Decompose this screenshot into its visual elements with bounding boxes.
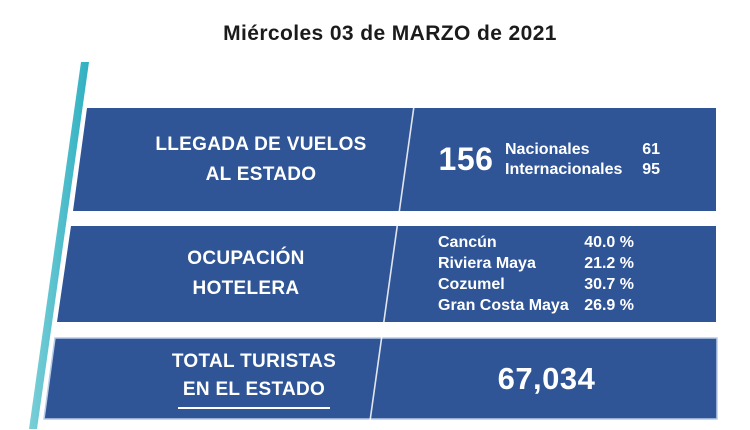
occupancy-label-line1: OCUPACIÓN <box>187 248 305 269</box>
occupancy-card-shape <box>57 226 716 322</box>
tourists-label-line1: TOTAL TURISTAS <box>171 351 337 372</box>
row-label: Nacionales <box>505 140 590 158</box>
occupancy-row-cozumel: Cozumel 30.7 % <box>438 274 634 295</box>
row-label: Gran Costa Maya <box>438 297 569 314</box>
report-date-title: Miércoles 03 de MARZO de 2021 <box>223 22 557 45</box>
flights-label-line2: AL ESTADO <box>205 163 317 185</box>
occupancy-label-line2: HOTELERA <box>192 278 300 299</box>
row-value: 26.9 % <box>584 297 634 314</box>
row-label: Internacionales <box>505 160 623 178</box>
flights-label-line1: LLEGADA DE VUELOS <box>155 133 367 155</box>
tourists-total-value: 67,034 <box>497 360 596 396</box>
occupancy-card-label: OCUPACIÓN HOTELERA <box>101 226 391 322</box>
flights-card-shape <box>73 108 716 211</box>
flights-breakdown-list: Nacionales 61 Internacionales 95 <box>505 108 660 211</box>
row-value: 40.0 % <box>584 234 634 251</box>
occupancy-row-cancun: Cancún 40.0 % <box>438 232 634 253</box>
row-label: Cancún <box>438 234 497 251</box>
tourists-card-shape <box>43 337 718 420</box>
tourists-label-line2-underlined: EN EL ESTADO <box>177 376 331 409</box>
occupancy-rates-list: Cancún 40.0 % Riviera Maya 21.2 % Cozume… <box>438 226 634 322</box>
flights-total-value: 156 <box>438 141 494 177</box>
row-value: 61 <box>642 140 660 158</box>
flights-row-internacionales: Internacionales 95 <box>505 160 660 180</box>
row-label: Riviera Maya <box>438 255 536 272</box>
flights-card-label: LLEGADA DE VUELOS AL ESTADO <box>116 108 406 211</box>
occupancy-row-gran-costa-maya: Gran Costa Maya 26.9 % <box>438 295 634 316</box>
row-label: Cozumel <box>438 276 505 293</box>
teal-accent-stripe <box>29 62 89 429</box>
row-value: 95 <box>642 160 660 178</box>
row-value: 30.7 % <box>584 276 634 293</box>
tourists-card-label: TOTAL TURISTAS EN EL ESTADO <box>104 338 404 419</box>
flights-row-nacionales: Nacionales 61 <box>505 140 660 160</box>
cards-divider-line <box>369 105 415 422</box>
occupancy-row-riviera-maya: Riviera Maya 21.2 % <box>438 253 634 274</box>
row-value: 21.2 % <box>584 255 634 272</box>
